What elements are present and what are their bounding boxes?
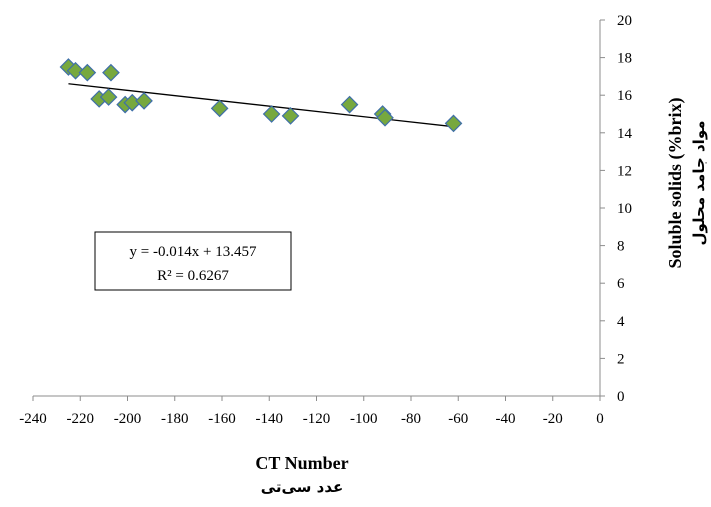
trendline-equation: y = -0.014x + 13.457 [130, 244, 257, 260]
data-point [102, 63, 120, 82]
x-tick-label: -240 [19, 411, 47, 427]
y-tick-label: 18 [617, 51, 632, 67]
x-tick-label: -180 [161, 411, 189, 427]
x-tick-label: -60 [448, 411, 468, 427]
x-tick-label: -100 [350, 411, 378, 427]
data-point [340, 95, 359, 114]
y-tick-label: 12 [617, 163, 632, 179]
x-axis-title: CT Number [255, 453, 348, 473]
x-tick-label: 0 [596, 411, 604, 427]
y-axis-title: Soluble solids (%brix) [665, 97, 686, 268]
x-tick-label: -80 [401, 411, 421, 427]
x-tick-label: -140 [256, 411, 284, 427]
equation-box-border [94, 231, 292, 291]
data-point [78, 63, 97, 82]
tick-marks: -240 -220 -200 -180 -160 -140 -120 -100 -80 -60 -4… [19, 13, 632, 427]
data-point [262, 105, 281, 123]
trendline-r-squared: R² = 0.6267 [157, 268, 229, 284]
x-tick-label: -120 [303, 411, 331, 427]
data-point [99, 88, 118, 106]
y-tick-label: 10 [617, 201, 632, 217]
x-tick-label: -160 [208, 411, 236, 427]
y-tick-label: 16 [617, 88, 633, 104]
data-point [444, 114, 463, 133]
y-tick-label: 4 [617, 314, 625, 330]
y-tick-label: 6 [617, 276, 625, 292]
y-tick-label: 20 [617, 13, 632, 29]
x-tick-label: -200 [114, 411, 142, 427]
x-tick-label: -20 [543, 411, 563, 427]
data-point [281, 107, 300, 125]
x-tick-label: -220 [67, 411, 95, 427]
axes [33, 20, 601, 397]
y-tick-label: 2 [617, 351, 625, 367]
trendline-equation-box: y = -0.014x + 13.457 R² = 0.6267 [94, 231, 292, 291]
y-tick-label: 0 [617, 389, 625, 405]
y-axis-subtitle: مواد جامد محلول [690, 120, 708, 245]
data-points [59, 58, 463, 133]
x-tick-label: -40 [496, 411, 516, 427]
data-point [210, 99, 229, 118]
data-point [135, 91, 153, 110]
y-tick-label: 14 [617, 126, 633, 142]
data-point [66, 61, 85, 80]
y-tick-label: 8 [617, 239, 625, 255]
x-axis-subtitle: عدد سی‌تی [261, 478, 344, 496]
data-point [376, 108, 394, 127]
